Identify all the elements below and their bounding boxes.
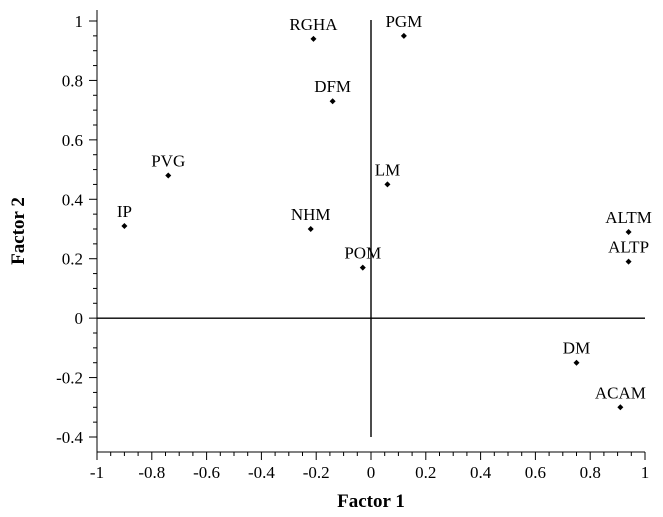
- point-marker: [165, 172, 172, 179]
- point-label: RGHA: [289, 15, 338, 34]
- data-point-pvg: PVG: [151, 152, 185, 179]
- point-label: NHM: [291, 205, 331, 224]
- x-tick-label: 0.2: [415, 463, 436, 482]
- y-tick-label: 0.8: [62, 71, 83, 90]
- point-marker: [400, 32, 407, 39]
- data-point-altm: ALTM: [605, 208, 652, 235]
- x-tick-label: 0.4: [470, 463, 492, 482]
- data-point-dfm: DFM: [314, 77, 351, 105]
- x-axis-title: Factor 1: [337, 491, 405, 512]
- data-point-nhm: NHM: [291, 205, 331, 232]
- point-marker: [310, 35, 317, 42]
- data-point-rgha: RGHA: [289, 15, 338, 42]
- point-label: PVG: [151, 152, 185, 171]
- point-label: ALTP: [608, 238, 649, 257]
- point-marker: [617, 404, 624, 411]
- point-marker: [359, 264, 366, 271]
- point-label: DM: [563, 339, 590, 358]
- x-tick-label: -0.8: [138, 463, 165, 482]
- reference-lines: [97, 20, 645, 437]
- point-marker: [573, 359, 580, 366]
- x-axis: -1 -0.8 -0.6 -0.4 -0.2 0 0.2 0.4 0.6 0.8 1: [90, 452, 649, 482]
- point-label: PGM: [385, 12, 422, 31]
- x-tick-label: 0: [367, 463, 376, 482]
- point-label: DFM: [314, 77, 351, 96]
- point-label: ACAM: [595, 383, 646, 402]
- point-marker: [625, 228, 632, 235]
- data-point-acam: ACAM: [595, 383, 646, 411]
- y-axis-title: Factor 2: [8, 197, 29, 265]
- point-marker: [329, 98, 336, 105]
- x-tick-label: 0.8: [580, 463, 601, 482]
- point-marker: [384, 181, 391, 188]
- x-tick-label: -0.6: [193, 463, 220, 482]
- point-marker: [121, 223, 128, 230]
- point-label: POM: [344, 244, 381, 263]
- y-tick-label: 0.6: [62, 131, 83, 150]
- data-point-dm: DM: [563, 339, 590, 366]
- data-point-pom: POM: [344, 244, 381, 271]
- data-point-pgm: PGM: [385, 12, 422, 39]
- data-point-lm: LM: [375, 160, 401, 188]
- point-label: ALTM: [605, 208, 652, 227]
- data-point-altp: ALTP: [608, 238, 649, 265]
- point-marker: [307, 226, 314, 232]
- point-label: LM: [375, 160, 401, 179]
- point-label: IP: [117, 202, 132, 221]
- y-tick-label: 1: [75, 12, 84, 31]
- data-points: RGHA PGM DFM PVG LM IP NHM ALTM ALTP POM DM ACAM: [117, 12, 652, 411]
- y-tick-label: 0: [75, 309, 84, 328]
- y-tick-label: 0.2: [62, 250, 83, 269]
- y-tick-label: 0.4: [62, 190, 84, 209]
- x-tick-label: 0.6: [525, 463, 546, 482]
- x-tick-label: -0.2: [303, 463, 330, 482]
- point-marker: [625, 258, 632, 265]
- x-tick-label: -1: [90, 463, 104, 482]
- y-tick-label: -0.2: [56, 369, 83, 388]
- y-axis: -0.4 -0.2 0 0.2 0.4 0.6 0.8 1: [56, 12, 97, 447]
- y-tick-label: -0.4: [56, 428, 83, 447]
- data-point-ip: IP: [117, 202, 132, 230]
- x-tick-label: 1: [641, 463, 650, 482]
- x-tick-label: -0.4: [248, 463, 275, 482]
